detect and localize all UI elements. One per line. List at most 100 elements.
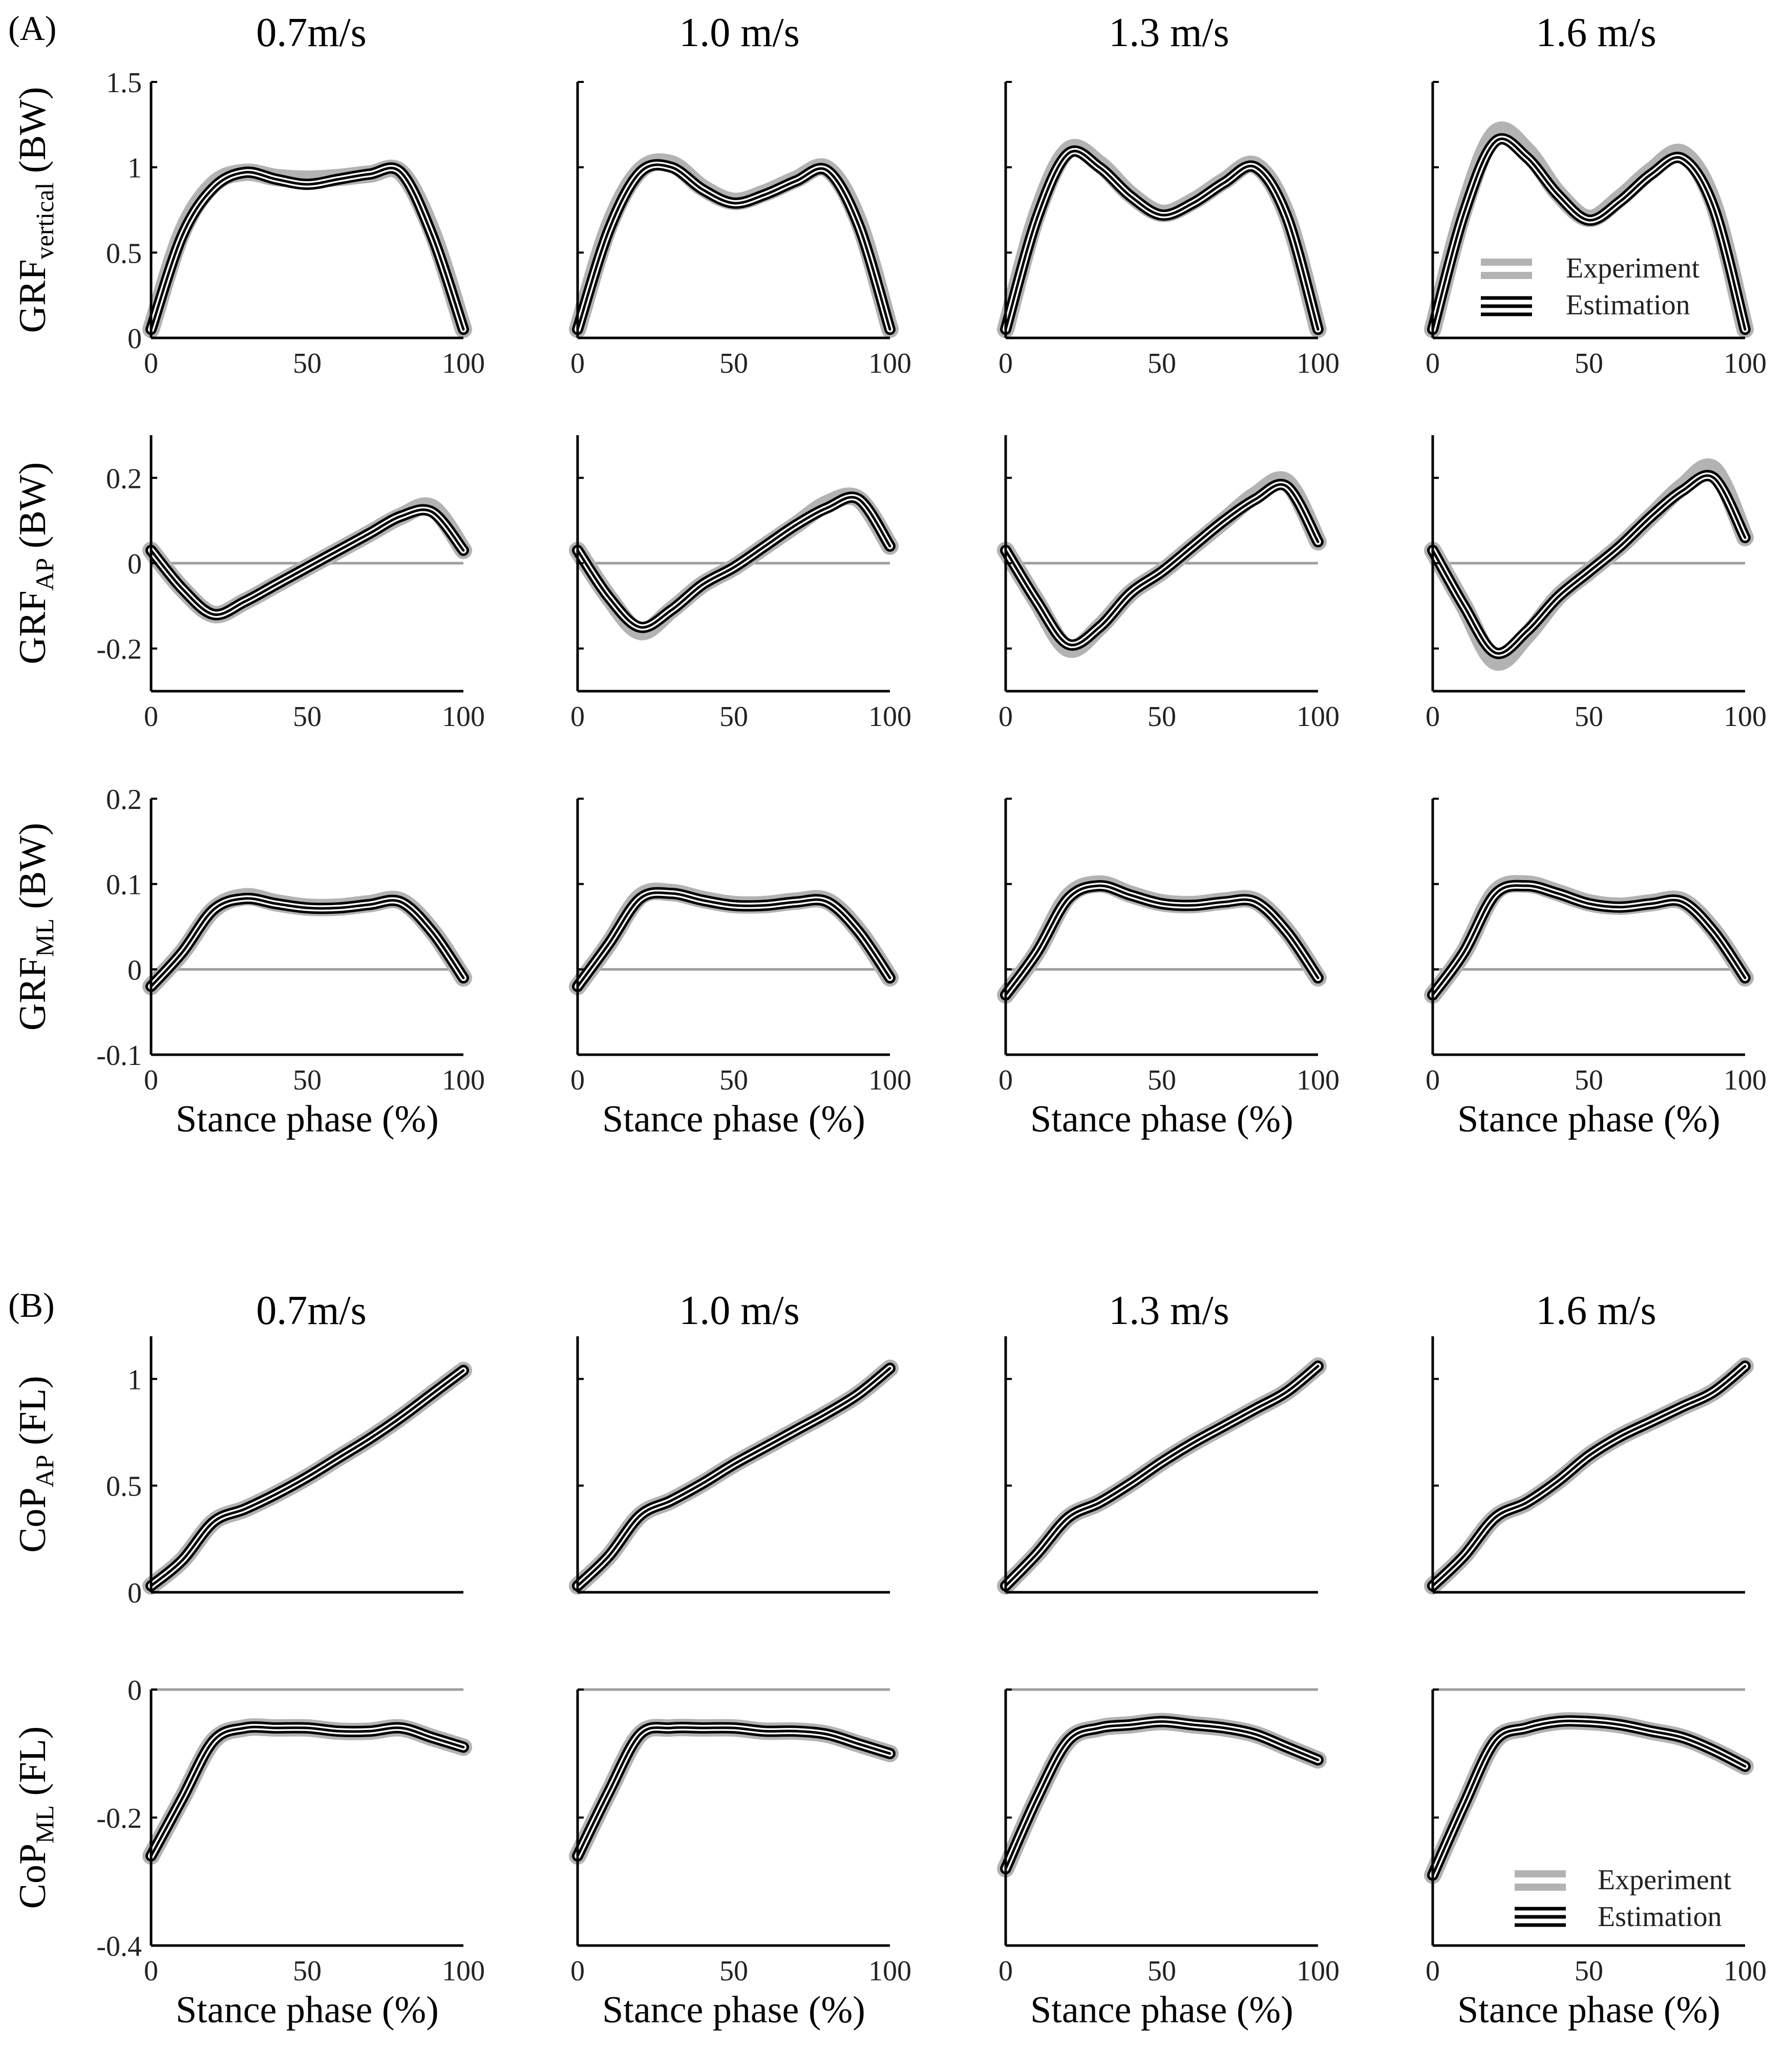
plot-cop_ap-3: [997, 1336, 1327, 1595]
x-tick-label: 0: [998, 701, 1013, 733]
y-tick-label: -0.2: [96, 634, 142, 666]
y-axis-label-grf_vertical: GRFvertical (BW): [12, 87, 59, 333]
speed-title-a-3: 1.3 m/s: [1109, 10, 1229, 55]
speed-title-b-4: 1.6 m/s: [1536, 1288, 1656, 1333]
plot-grf_vertical-3: 0 50 100: [997, 81, 1340, 379]
y-tick-label: 1: [128, 1364, 142, 1396]
panel-label-b: (B): [8, 1286, 55, 1325]
x-tick-label: 50: [719, 1955, 748, 1987]
y-tick-label: 0.1: [106, 869, 142, 901]
plot-row-grf_vertical: GRFvertical (BW) 0 0.5 1 1.5 0 50 100 0 50 100 0 50 1…: [12, 67, 1767, 379]
x-tick-label: 0: [570, 1955, 585, 1987]
plot-grf_ap-3: 0 50 100: [997, 435, 1340, 733]
plot-cop_ap-2: [569, 1336, 899, 1595]
x-tick-label: 100: [868, 348, 911, 379]
estimation-mean-line: [1004, 1364, 1320, 1587]
y-tick-label: 0.5: [106, 1471, 142, 1503]
estimation-mean-line: [1431, 474, 1747, 655]
x-tick-label: 100: [1297, 1955, 1340, 1987]
legend-estimation-label: Estimation: [1598, 1901, 1722, 1933]
x-tick-label: 100: [1297, 348, 1340, 379]
legend-estimation-label: Estimation: [1566, 289, 1690, 321]
y-axis-label-unit: (FL): [12, 1376, 54, 1455]
x-tick-label: 0: [144, 1955, 158, 1987]
plot-cop_ap-1: 00.51: [106, 1336, 472, 1609]
x-tick-label: 0: [144, 1064, 158, 1096]
estimation-mean-line: [150, 897, 465, 988]
y-tick-label: -0.2: [96, 1803, 142, 1834]
speed-title-a-2: 1.0 m/s: [679, 10, 800, 55]
legend-experiment-swatch: [1515, 1870, 1566, 1891]
x-tick-label: 50: [719, 1064, 748, 1096]
estimation-mean-line: [1004, 149, 1320, 331]
speed-title-a-1: 0.7m/s: [256, 10, 367, 55]
plot-grf_vertical-2: 0 50 100: [569, 81, 911, 379]
y-axis-label-main: GRF: [12, 590, 54, 664]
x-tick-label: 100: [1297, 1064, 1340, 1096]
estimation-mean-line: [150, 1725, 465, 1857]
speed-title-b-3: 1.3 m/s: [1109, 1288, 1229, 1333]
plots-layer: GRFvertical (BW)00.511.50 50 100 0 50 100 0 50 1…: [12, 67, 1767, 2031]
speed-title-b-2: 1.0 m/s: [679, 1288, 800, 1333]
speed-title-a-4: 1.6 m/s: [1536, 10, 1656, 55]
estimation-mean-line: [150, 1369, 465, 1587]
x-axis-label: Stance phase (%): [1457, 1989, 1720, 2031]
y-tick-label: -0.4: [96, 1931, 142, 1962]
x-tick-label: 100: [442, 1064, 485, 1096]
plot-grf_vertical-4: 0 50 100: [1424, 81, 1767, 379]
x-tick-label: 100: [442, 1955, 485, 1987]
x-tick-label: 50: [293, 1955, 322, 1987]
x-tick-label: 0: [1426, 701, 1440, 733]
x-tick-label: 50: [719, 348, 748, 379]
y-tick-label: 1: [128, 153, 142, 184]
legend-experiment-swatch: [1481, 259, 1532, 279]
x-tick-label: 0: [998, 348, 1013, 379]
estimation-mean-line: [1431, 137, 1747, 331]
estimation-mean-line: [150, 508, 465, 616]
x-tick-label: 0: [998, 1064, 1013, 1096]
legend-experiment-label: Experiment: [1598, 1864, 1732, 1896]
x-tick-label: 50: [1575, 1955, 1603, 1987]
y-tick-label: -0.1: [96, 1040, 142, 1072]
x-tick-label: 50: [1148, 348, 1176, 379]
legend-bottom: Experiment Estimation: [1515, 1864, 1732, 1933]
x-tick-label: 0: [144, 701, 158, 733]
y-axis-label-main: GRF: [12, 957, 54, 1031]
x-tick-label: 100: [868, 1955, 911, 1987]
y-axis-label-main: CoP: [12, 1844, 54, 1909]
estimation-mean-line: [576, 496, 891, 629]
x-tick-label: 50: [293, 1064, 322, 1096]
plot-row-grf_ap: GRFAP (BW) -0.2 0 0.2 0 50 100 0 50 100 0 50 100 0 50 1…: [12, 435, 1767, 733]
plot-grf_vertical-1: 0 0.5 1 1.5 0 50 100: [106, 67, 485, 379]
estimation-mean-line: [576, 891, 891, 988]
y-tick-label: 0: [128, 323, 142, 355]
estimation-mean-line: [1004, 884, 1320, 996]
x-tick-label: 50: [1575, 701, 1603, 733]
x-tick-label: 50: [1148, 1955, 1176, 1987]
y-axis-label-unit: (BW): [12, 823, 54, 918]
y-tick-label: 0.2: [106, 463, 142, 495]
y-axis-label-cop_ap: CoPAP (FL): [12, 1376, 59, 1553]
x-tick-label: 50: [293, 701, 322, 733]
x-tick-label: 100: [1724, 1064, 1767, 1096]
x-axis-label: Stance phase (%): [176, 1989, 439, 2031]
x-tick-label: 0: [144, 348, 158, 379]
estimation-mean-line: [576, 163, 891, 331]
x-tick-label: 100: [442, 348, 485, 379]
y-tick-label: 0: [128, 1675, 142, 1706]
legend-estimation-swatch: [1515, 1907, 1566, 1927]
estimation-mean-line: [1004, 483, 1320, 647]
x-tick-label: 50: [293, 348, 322, 379]
x-axis-label: Stance phase (%): [1457, 1098, 1720, 1140]
x-tick-label: 100: [442, 701, 485, 733]
x-tick-label: 100: [1724, 348, 1767, 379]
y-axis-label-unit: (FL): [12, 1726, 54, 1805]
x-tick-label: 100: [868, 1064, 911, 1096]
